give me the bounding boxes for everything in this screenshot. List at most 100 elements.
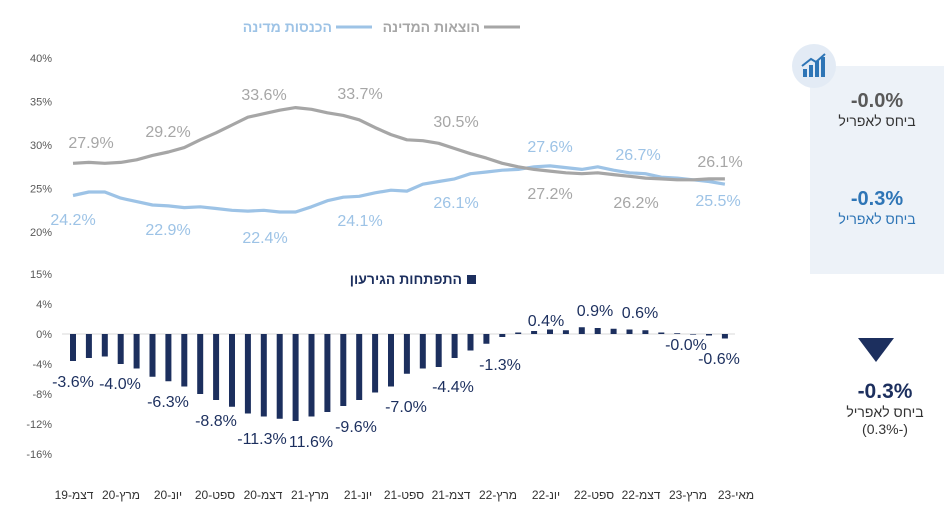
deficit-bar <box>276 334 283 419</box>
deficit-bar <box>674 333 681 334</box>
revenue-data-label: 22.9% <box>145 222 190 239</box>
deficit-data-label: -0.6% <box>698 351 740 368</box>
spending-change-value: -0.3% <box>850 188 904 210</box>
x-tick-label: דצמ-22 <box>622 488 661 502</box>
bottom-y-tick-label: -12% <box>26 419 52 431</box>
deficit-data-label: -6.3% <box>147 394 189 411</box>
deficit-bar <box>244 334 251 414</box>
deficit-bar <box>70 334 76 361</box>
x-tick-label: יונ-21 <box>344 488 372 502</box>
deficit-bar <box>435 334 442 367</box>
deficit-bar <box>419 334 426 369</box>
deficit-data-label: 0.4% <box>528 313 564 330</box>
x-tick-label: יונ-22 <box>532 488 560 502</box>
deficit-bar <box>499 334 506 337</box>
deficit-change-metric: -0.3% ביחס לאפריל (-0.3%) <box>830 380 940 438</box>
spending-data-label: 27.2% <box>527 186 572 203</box>
spending-change-metric: -0.3% ביחס לאפריל <box>810 188 944 227</box>
top-chart-y-axis: 40% 35% 30% 25% 20% <box>30 53 52 239</box>
deficit-data-label: -1.3% <box>479 357 521 374</box>
deficit-bar <box>308 334 315 417</box>
x-tick-label: דצמ-20 <box>244 488 283 502</box>
top-y-tick-label: 30% <box>30 140 52 152</box>
deficit-change-note: ביחס לאפריל <box>846 404 924 420</box>
deficit-bar <box>547 329 553 334</box>
deficit-bar <box>101 334 108 357</box>
deficit-bar <box>610 328 617 334</box>
spending-data-label: 27.9% <box>68 135 113 152</box>
bottom-y-tick-label: -16% <box>26 449 52 461</box>
deficit-bar <box>197 334 204 394</box>
deficit-bar <box>403 334 410 374</box>
deficit-bar <box>690 334 697 335</box>
spending-data-label: 29.2% <box>145 124 190 141</box>
revenue-data-label: 24.2% <box>50 212 95 229</box>
spending-data-label: 30.5% <box>433 114 478 131</box>
deficit-bar <box>372 334 379 393</box>
deficit-bar <box>483 334 490 344</box>
legend-label: הכנסות מדינה <box>243 19 332 35</box>
revenue-line <box>72 164 726 214</box>
revenue-data-label: 25.5% <box>695 193 740 210</box>
deficit-change-note-secondary: (-0.3%) <box>862 421 908 437</box>
top-y-tick-label: 40% <box>30 53 52 65</box>
spending-data-label: 26.1% <box>697 154 742 171</box>
deficit-bar <box>324 334 331 412</box>
deficit-bar <box>531 331 538 334</box>
deficit-bar <box>85 334 92 358</box>
bottom-chart-bars <box>70 327 728 421</box>
deficit-bar <box>467 334 474 351</box>
spending-data-label: 33.7% <box>337 86 382 103</box>
deficit-bar <box>133 334 140 369</box>
deficit-data-label: -11.3% <box>237 431 287 448</box>
revenue-change-value: -0.0% <box>850 90 904 112</box>
spending-change-note: ביחס לאפריל <box>838 211 916 227</box>
side-summary-panel <box>810 66 944 274</box>
x-tick-label: ספט-22 <box>574 488 614 502</box>
deficit-change-value: -0.3% <box>857 380 913 403</box>
down-triangle-icon <box>858 338 894 362</box>
bottom-y-tick-label: 4% <box>36 299 52 311</box>
deficit-bar <box>578 327 585 334</box>
deficit-data-label: -8.8% <box>195 413 237 430</box>
revenue-data-label: 26.1% <box>433 195 478 212</box>
deficit-bar <box>165 334 172 382</box>
deficit-bar <box>706 334 712 336</box>
deficit-bar <box>515 332 522 334</box>
spending-line <box>72 105 725 182</box>
bottom-y-tick-label: 15% <box>30 269 52 281</box>
x-tick-label: מרץ-21 <box>291 488 329 502</box>
deficit-data-label: 11.6% <box>289 434 333 451</box>
deficit-data-label: -9.6% <box>335 419 377 436</box>
deficit-bar <box>626 329 633 334</box>
x-tick-label: ספט-21 <box>384 488 424 502</box>
deficit-data-label: -4.0% <box>99 376 141 393</box>
revenue-data-label: 26.7% <box>615 147 660 164</box>
top-y-tick-label: 35% <box>30 97 52 109</box>
deficit-bar <box>721 334 728 339</box>
revenue-data-label: 22.4% <box>242 230 287 247</box>
deficit-bar <box>658 332 665 334</box>
top-chart-legend: הוצאות המדינה הכנסות מדינה <box>243 19 520 35</box>
deficit-data-label: 0.6% <box>622 305 658 322</box>
deficit-bar <box>451 334 458 358</box>
bottom-y-tick-label: -4% <box>32 359 52 371</box>
bar-chart-icon <box>792 44 836 88</box>
deficit-data-label: 0.9% <box>577 303 613 320</box>
top-y-tick-label: 25% <box>30 184 52 196</box>
x-tick-label: מאי-23 <box>718 488 754 502</box>
deficit-bar <box>594 328 601 334</box>
deficit-bar <box>181 334 188 387</box>
deficit-bar <box>213 334 220 400</box>
deficit-data-label: -4.4% <box>432 379 474 396</box>
deficit-bar <box>356 334 363 400</box>
x-tick-label: ספט-20 <box>195 488 235 502</box>
x-tick-label: יונ-20 <box>154 488 182 502</box>
bottom-chart-labels: -3.6% -4.0% -6.3% -8.8%-11.3% 11.6%-9.6% -7.0… <box>52 303 740 451</box>
deficit-bar <box>562 330 569 334</box>
deficit-data-label: -0.0% <box>665 337 707 354</box>
deficit-bar <box>117 334 124 364</box>
deficit-bar <box>642 330 649 334</box>
legend-label: הוצאות המדינה <box>383 19 480 35</box>
bottom-chart-legend: התפתחות הגירעון <box>350 271 476 287</box>
